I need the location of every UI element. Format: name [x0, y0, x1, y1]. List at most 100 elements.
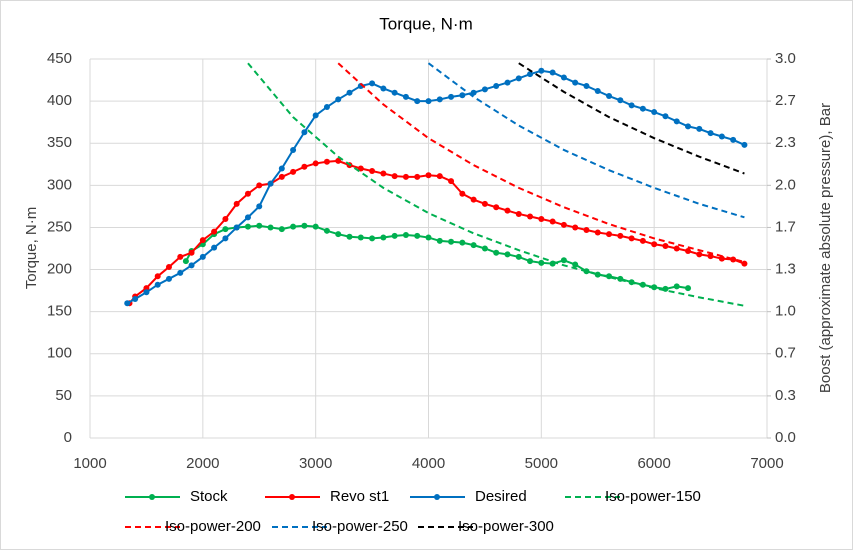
- point: [707, 130, 714, 137]
- point: [685, 285, 692, 292]
- point: [143, 289, 150, 296]
- y-tick-label: 250: [47, 218, 72, 235]
- y2-tick-label: 3.0: [775, 50, 796, 67]
- point: [594, 229, 601, 236]
- y2-tick-label: 0.3: [775, 387, 796, 404]
- point: [154, 281, 161, 288]
- legend-label: Revo st1: [330, 488, 389, 505]
- point: [290, 223, 297, 230]
- chart-title: Torque, N·m: [379, 14, 473, 33]
- y2-tick-label: 2.7: [775, 92, 796, 109]
- point: [741, 141, 748, 148]
- point: [662, 285, 669, 292]
- point: [402, 93, 409, 100]
- point: [182, 258, 189, 265]
- y2-tick-label: 0.7: [775, 345, 796, 362]
- point: [323, 104, 330, 111]
- y2-axis-title: Boost (approximate absolute pressure), B…: [817, 103, 834, 393]
- point: [165, 275, 172, 282]
- legend-marker: [149, 494, 155, 500]
- point: [606, 231, 613, 238]
- point: [233, 200, 240, 207]
- point: [594, 88, 601, 95]
- legend-marker: [289, 494, 295, 500]
- x-tick-label: 1000: [73, 455, 106, 472]
- point: [470, 242, 477, 249]
- point: [448, 178, 455, 185]
- point: [165, 264, 172, 271]
- point: [560, 257, 567, 264]
- y-tick-label: 200: [47, 261, 72, 278]
- series-line: [518, 62, 745, 175]
- point: [504, 79, 511, 86]
- point: [527, 258, 534, 265]
- point: [211, 228, 218, 235]
- point: [673, 283, 680, 290]
- point: [730, 136, 737, 143]
- point: [515, 253, 522, 260]
- point: [481, 245, 488, 252]
- y2-tick-label: 1.3: [775, 261, 796, 278]
- x-tick-label: 3000: [299, 455, 332, 472]
- point: [124, 300, 131, 307]
- legend-label: Iso-power-250: [312, 518, 408, 535]
- point: [481, 200, 488, 207]
- x-tick-label: 5000: [525, 455, 558, 472]
- point: [278, 173, 285, 180]
- point: [639, 105, 646, 112]
- point: [549, 69, 556, 76]
- point: [504, 251, 511, 258]
- point: [459, 92, 466, 99]
- point: [459, 190, 466, 197]
- point: [560, 74, 567, 81]
- point: [346, 233, 353, 240]
- point: [651, 109, 658, 116]
- point: [436, 237, 443, 244]
- point: [572, 224, 579, 231]
- point: [199, 237, 206, 244]
- y2-tick-label: 1.0: [775, 303, 796, 320]
- y-axis-title: Torque, N·m: [23, 207, 40, 290]
- point: [583, 82, 590, 89]
- point: [673, 118, 680, 125]
- point: [606, 93, 613, 100]
- point: [504, 207, 511, 214]
- point: [527, 213, 534, 220]
- point: [572, 261, 579, 268]
- legend-marker: [434, 494, 440, 500]
- point: [278, 226, 285, 233]
- point: [335, 96, 342, 103]
- point: [369, 80, 376, 87]
- point: [470, 196, 477, 203]
- x-tick-label: 4000: [412, 455, 445, 472]
- x-tick-label: 7000: [750, 455, 783, 472]
- point: [402, 173, 409, 180]
- point: [312, 223, 319, 230]
- point: [696, 125, 703, 132]
- point: [256, 203, 263, 210]
- point: [312, 112, 319, 119]
- point: [459, 239, 466, 246]
- point: [380, 170, 387, 177]
- point: [154, 273, 161, 280]
- series-line: [337, 62, 745, 263]
- point: [290, 168, 297, 175]
- point: [222, 216, 229, 223]
- point: [617, 232, 624, 239]
- y-tick-label: 450: [47, 50, 72, 67]
- legend-label: Stock: [190, 488, 228, 505]
- point: [448, 93, 455, 100]
- point: [391, 173, 398, 180]
- point: [233, 224, 240, 231]
- point: [199, 253, 206, 260]
- point: [628, 235, 635, 242]
- point: [335, 157, 342, 164]
- y-tick-label: 0: [64, 429, 72, 446]
- point: [244, 214, 251, 221]
- point: [572, 79, 579, 86]
- point: [132, 296, 139, 303]
- point: [290, 146, 297, 153]
- point: [662, 242, 669, 249]
